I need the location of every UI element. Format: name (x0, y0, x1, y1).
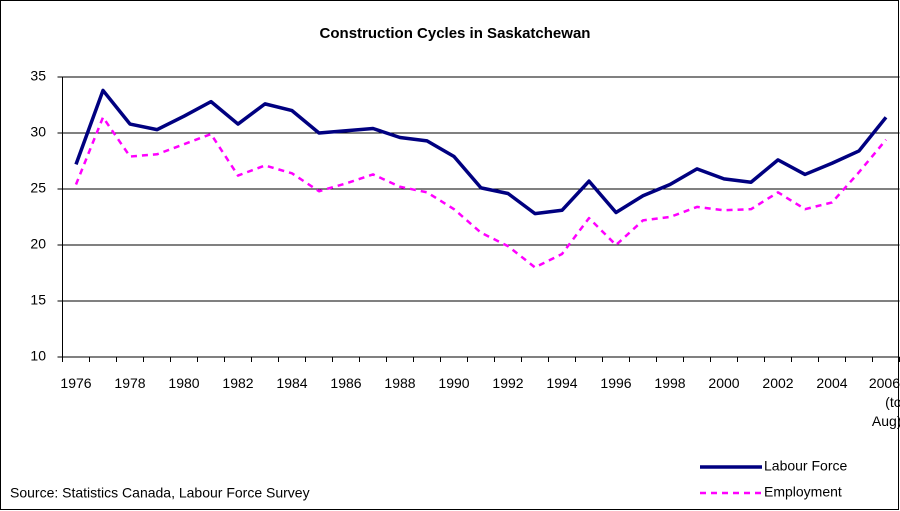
x-tick-label: 1996 (600, 375, 631, 391)
source-note: Source: Statistics Canada, Labour Force … (10, 485, 310, 501)
y-tick-label: 25 (30, 180, 46, 196)
x-tick-label: 1998 (654, 375, 685, 391)
x-tick-label: 1978 (114, 375, 145, 391)
x-tick-label: 1994 (546, 375, 577, 391)
x-tick-label: 1992 (492, 375, 523, 391)
x-tick-label: 1982 (222, 375, 253, 391)
legend-label: Employment (764, 484, 842, 500)
x-tick-label: 1980 (168, 375, 199, 391)
x-tick-label: 1990 (438, 375, 469, 391)
x-tick-label: 1986 (330, 375, 361, 391)
x-tick-label: 2000 (708, 375, 739, 391)
y-tick-label: 35 (30, 68, 46, 84)
y-tick-label: 15 (30, 292, 46, 308)
y-tick-label: 30 (30, 124, 46, 140)
x-tick-label: 1988 (384, 375, 415, 391)
x-tick-label: 2002 (762, 375, 793, 391)
x-tick-label: 2006 (to Aug) (869, 375, 900, 429)
y-tick-label: 10 (30, 348, 46, 364)
y-tick-label: 20 (30, 236, 46, 252)
x-tick-label: 2004 (816, 375, 847, 391)
x-tick-label: 1976 (60, 375, 91, 391)
legend-label: Labour Force (764, 458, 847, 474)
line-series (74, 88, 888, 216)
chart-title: Construction Cycles in Saskatchewan (320, 25, 591, 42)
line-series (74, 116, 887, 269)
x-tick-label: 1984 (276, 375, 307, 391)
